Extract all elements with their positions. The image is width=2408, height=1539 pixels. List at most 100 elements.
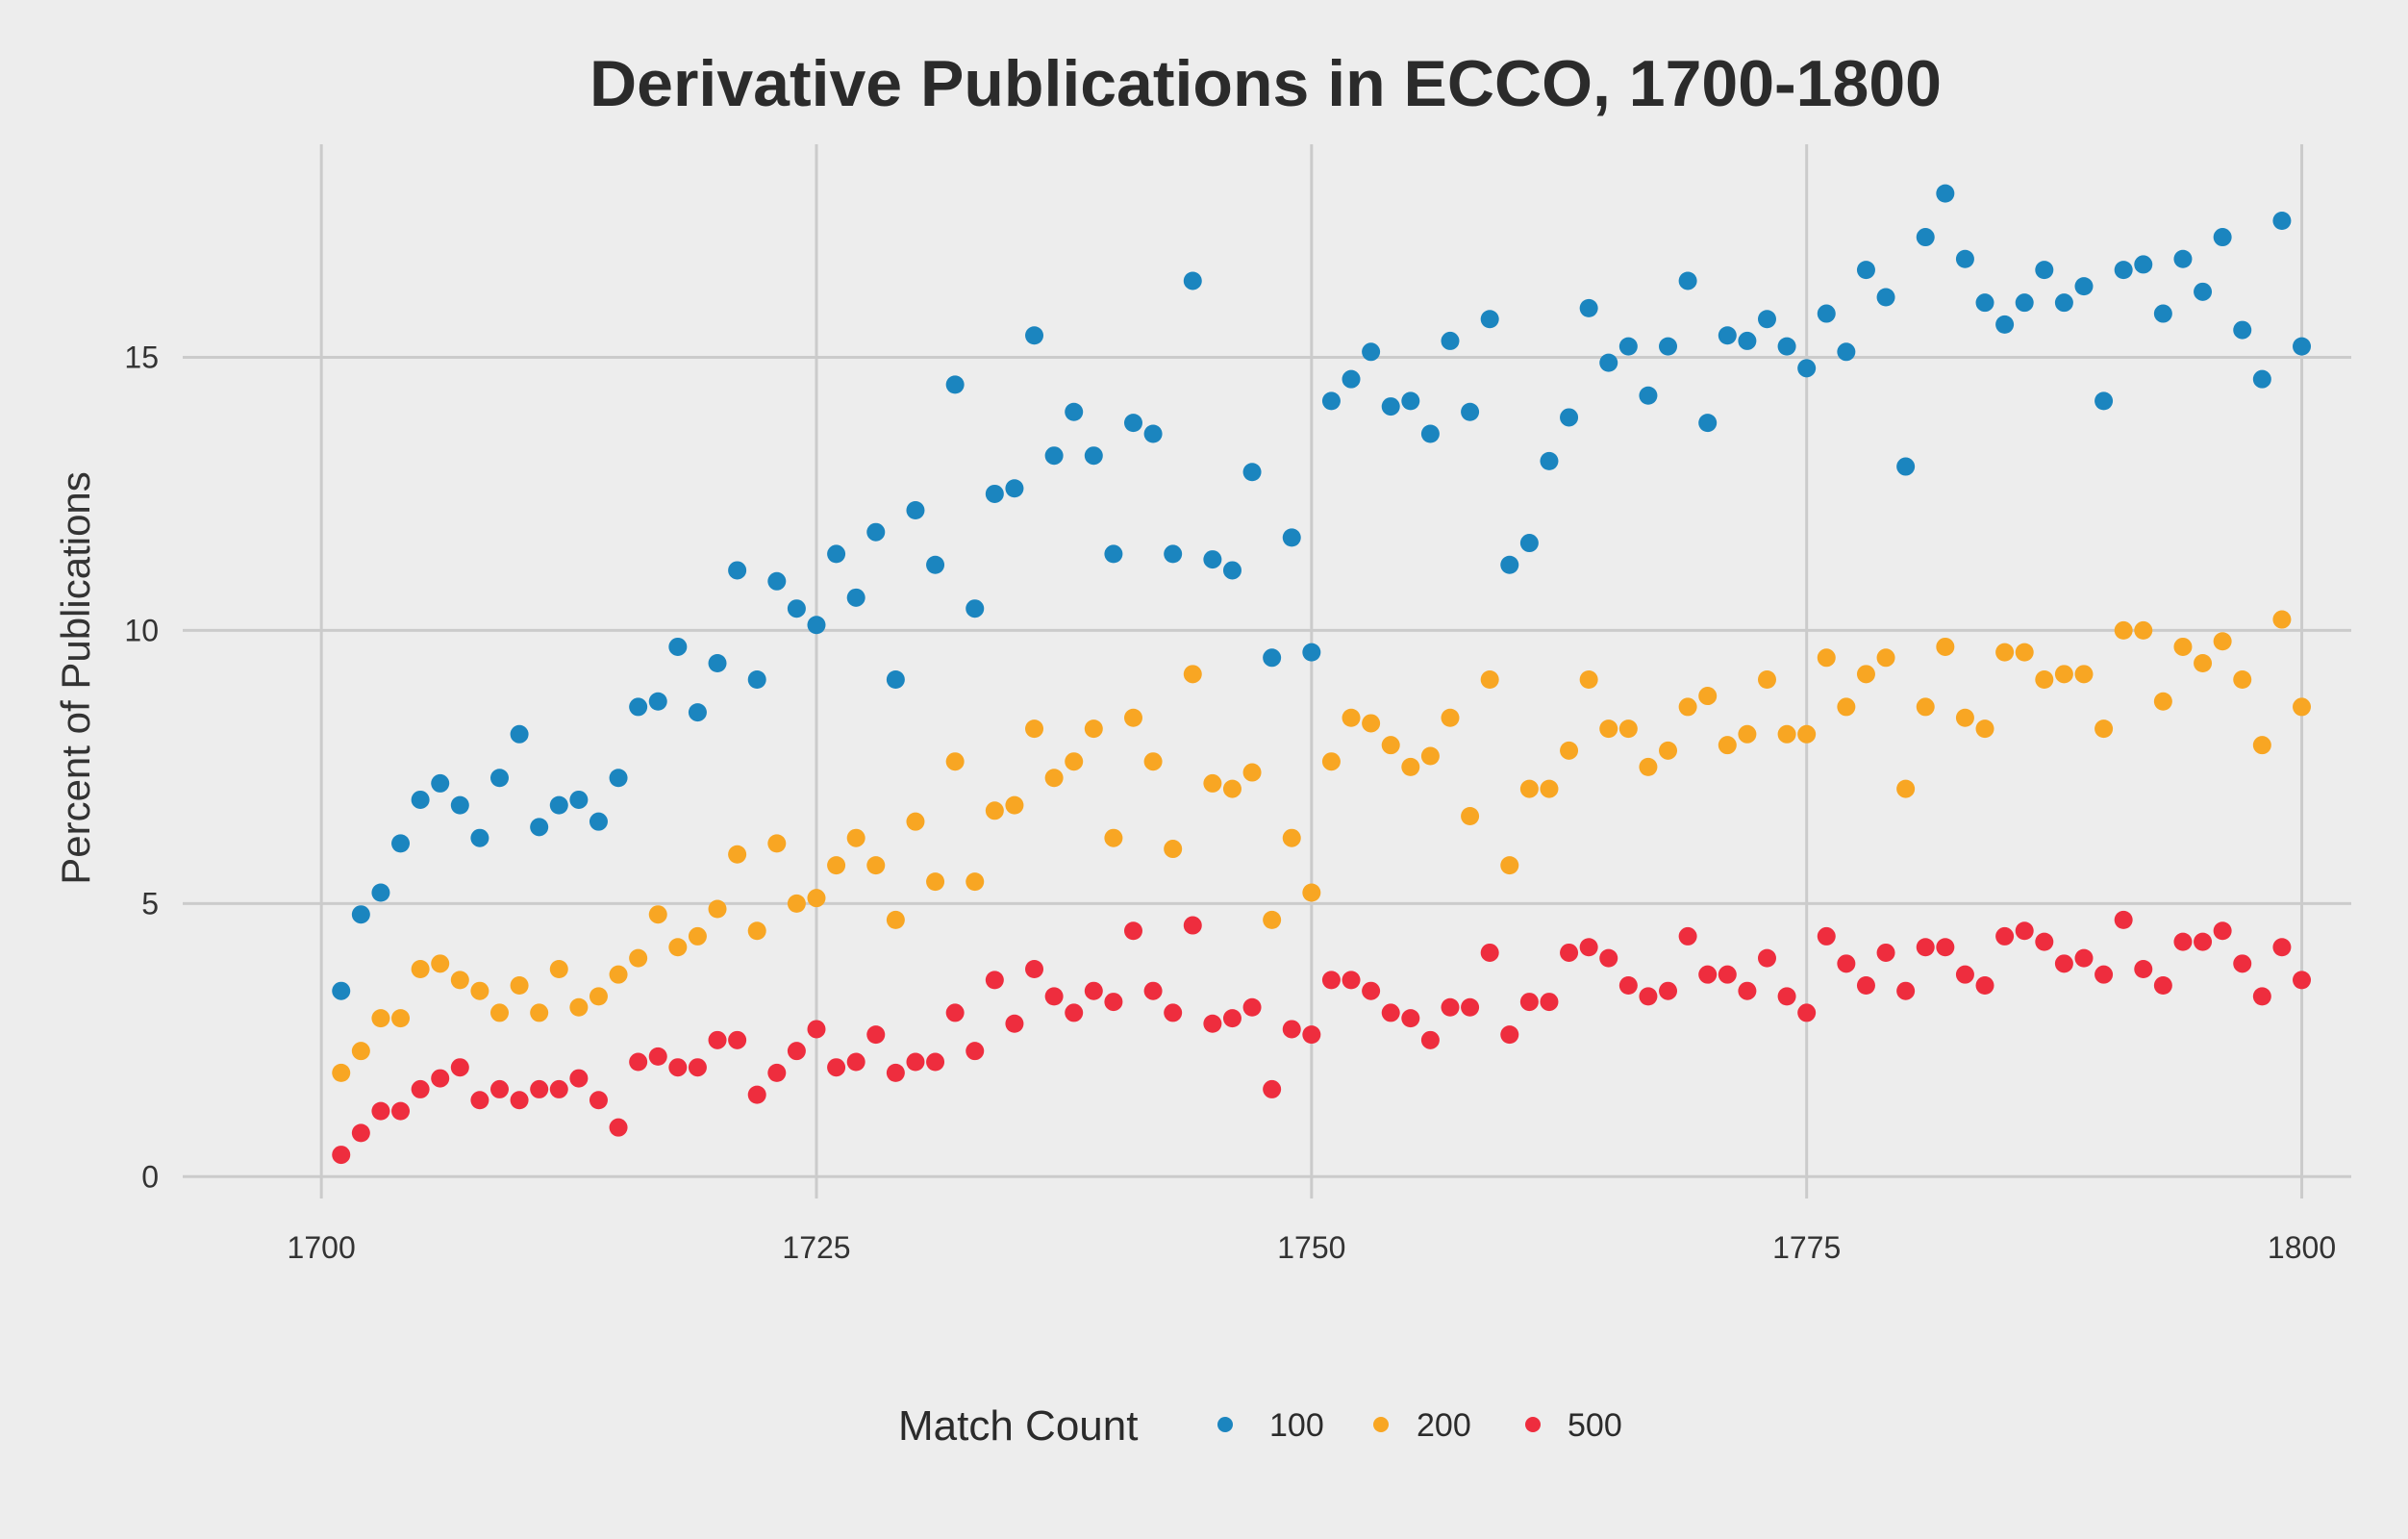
point-200-1723 [767, 834, 787, 853]
point-200-1794 [2173, 637, 2193, 656]
point-100-1757 [1441, 331, 1460, 350]
point-100-1789 [2074, 277, 2094, 296]
point-500-1769 [1678, 926, 1697, 946]
point-200-1798 [2252, 736, 2271, 755]
point-500-1738 [1065, 1003, 1084, 1022]
point-100-1708 [470, 828, 489, 847]
point-100-1733 [966, 599, 985, 618]
point-200-1748 [1263, 910, 1282, 929]
point-500-1795 [2194, 932, 2213, 951]
point-200-1764 [1579, 670, 1598, 690]
point-500-1800 [2293, 971, 2312, 990]
legend-swatch-100 [1217, 1417, 1233, 1432]
point-100-1786 [2015, 293, 2034, 313]
point-200-1708 [470, 981, 489, 1000]
point-500-1705 [411, 1079, 430, 1098]
data-points [332, 184, 2312, 1165]
point-100-1768 [1659, 337, 1678, 356]
point-100-1755 [1401, 391, 1420, 411]
point-100-1732 [945, 375, 965, 394]
point-100-1758 [1461, 402, 1480, 421]
point-100-1799 [2272, 212, 2292, 231]
y-tick-label-10: 10 [124, 613, 159, 647]
point-500-1772 [1738, 981, 1757, 1000]
point-200-1766 [1618, 719, 1638, 739]
point-200-1707 [450, 971, 469, 990]
x-tick-label-1725: 1725 [782, 1230, 850, 1265]
point-200-1752 [1342, 708, 1361, 727]
point-100-1719 [688, 703, 707, 722]
point-100-1770 [1698, 414, 1718, 433]
point-200-1743 [1164, 840, 1183, 859]
point-200-1797 [2233, 670, 2252, 690]
point-200-1706 [431, 954, 450, 973]
point-200-1731 [926, 872, 945, 892]
point-100-1720 [708, 653, 727, 672]
point-200-1719 [688, 926, 707, 946]
point-100-1740 [1104, 544, 1123, 564]
point-500-1792 [2134, 959, 2153, 978]
point-100-1707 [450, 795, 469, 815]
point-100-1764 [1579, 298, 1598, 317]
point-100-1776 [1817, 304, 1836, 323]
point-200-1761 [1519, 779, 1539, 798]
point-500-1741 [1123, 921, 1142, 941]
point-200-1750 [1302, 883, 1321, 902]
y-tick-label-15: 15 [124, 340, 159, 374]
point-500-1722 [747, 1085, 766, 1104]
point-100-1752 [1342, 369, 1361, 389]
point-100-1713 [569, 790, 589, 809]
point-100-1775 [1797, 359, 1817, 378]
point-100-1781 [1916, 228, 1935, 247]
point-200-1739 [1084, 719, 1103, 739]
point-500-1719 [688, 1058, 707, 1077]
y-tick-label-5: 5 [141, 886, 159, 921]
legend-swatch-500 [1525, 1417, 1541, 1432]
point-500-1751 [1321, 971, 1341, 990]
point-100-1718 [668, 637, 688, 656]
point-500-1735 [1005, 1014, 1024, 1033]
point-100-1747 [1242, 463, 1262, 482]
point-500-1711 [530, 1079, 549, 1098]
point-200-1780 [1896, 779, 1916, 798]
point-500-1743 [1164, 1003, 1183, 1022]
point-200-1755 [1401, 757, 1420, 776]
point-200-1729 [886, 910, 905, 929]
point-100-1731 [926, 555, 945, 574]
point-200-1770 [1698, 687, 1718, 706]
point-100-1705 [411, 790, 430, 809]
point-200-1758 [1461, 806, 1480, 825]
point-200-1769 [1678, 697, 1697, 717]
point-500-1716 [629, 1052, 648, 1072]
point-500-1746 [1222, 1009, 1242, 1028]
point-500-1747 [1242, 997, 1262, 1017]
point-500-1752 [1342, 971, 1361, 990]
point-500-1787 [2035, 932, 2054, 951]
point-100-1762 [1540, 451, 1559, 470]
point-100-1790 [2094, 391, 2114, 411]
point-500-1788 [2054, 954, 2073, 973]
point-500-1742 [1143, 981, 1163, 1000]
point-500-1724 [787, 1042, 806, 1061]
point-100-1793 [2153, 304, 2172, 323]
point-500-1768 [1659, 981, 1678, 1000]
point-500-1766 [1618, 976, 1638, 996]
gridlines [183, 144, 2351, 1198]
legend-items: 100 200 500 [1217, 1407, 1622, 1444]
point-100-1791 [2114, 261, 2133, 280]
point-200-1716 [629, 948, 648, 968]
point-500-1707 [450, 1058, 469, 1077]
point-500-1721 [728, 1030, 747, 1049]
point-100-1748 [1263, 648, 1282, 668]
point-100-1735 [1005, 479, 1024, 498]
point-200-1712 [549, 959, 568, 978]
point-500-1771 [1718, 965, 1737, 984]
point-500-1745 [1203, 1014, 1222, 1033]
point-100-1767 [1639, 386, 1658, 405]
point-500-1704 [391, 1101, 411, 1121]
point-500-1765 [1599, 948, 1618, 968]
point-100-1753 [1362, 342, 1381, 362]
point-100-1702 [351, 905, 370, 924]
point-200-1740 [1104, 828, 1123, 847]
